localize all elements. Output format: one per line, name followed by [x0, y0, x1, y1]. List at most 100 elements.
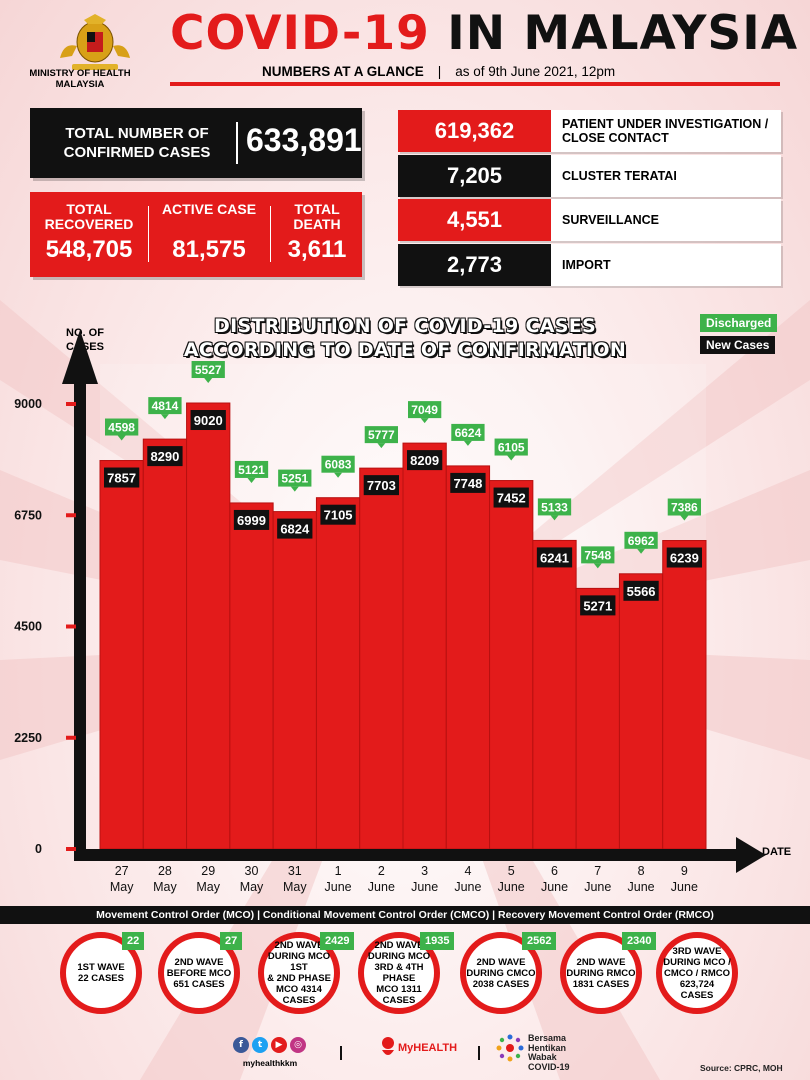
wave-circle: 1ST WAVE 22 CASES [60, 932, 142, 1014]
total-cases-value: 633,891 [246, 122, 362, 158]
category-label: CLUSTER TERATAI [562, 169, 677, 183]
category-row-surveillance: 4,551 SURVEILLANCE [398, 199, 781, 241]
discharged-callout-bg [278, 469, 312, 487]
bar-label-new-cases: 8290 [150, 449, 179, 464]
y-axis [74, 376, 86, 859]
chart-title: DISTRIBUTION OF COVID-19 CASES ACCORDING… [183, 315, 627, 361]
category-row-teratai: 7,205 CLUSTER TERATAI [398, 155, 781, 197]
wave-line: 2ND WAVE [274, 940, 324, 951]
stat-death-value: 3,611 [287, 236, 347, 263]
stat-recovered-value: 548,705 [45, 236, 133, 263]
y-tick-mark [66, 735, 76, 740]
bar-label-new-cases: 7857 [107, 471, 136, 486]
total-cases-divider [236, 122, 238, 164]
bar-label-new-cases: 7748 [453, 476, 482, 491]
bar-new-cases [186, 402, 231, 850]
y-tick-label: 2250 [14, 731, 42, 745]
y-tick-mark [66, 847, 76, 851]
category-label: PATIENT UNDER INVESTIGATION / CLOSE CONT… [562, 117, 769, 145]
category-row-import: 2,773 IMPORT [398, 244, 781, 286]
myhealth-logo-icon [382, 1037, 394, 1055]
x-tick-label-month: May [196, 880, 220, 894]
x-tick-label-day: 5 [508, 864, 515, 878]
stat-active: ACTIVE CASE 81,575 [154, 202, 264, 264]
discharged-callout-pointer [507, 455, 516, 461]
wave-circle: 2ND WAVE DURING CMCO 2038 CASES [460, 932, 542, 1014]
x-tick-label-month: June [671, 880, 698, 894]
bar-label-new-cases: 6239 [670, 551, 699, 566]
wave-badge: 2562 [522, 932, 557, 950]
bersama-line: Bersama [528, 1033, 567, 1043]
x-tick-label-month: June [325, 880, 352, 894]
y-tick-label: 0 [35, 842, 42, 856]
wave-text: 2ND WAVE DURING RMCO 1831 CASES [566, 957, 635, 990]
bar-label-bg [320, 504, 356, 525]
bar-label-bg [407, 450, 443, 471]
wave-line: 623,724 [679, 978, 715, 990]
discharged-label: 6105 [498, 441, 525, 455]
y-tick-mark [66, 513, 76, 518]
x-tick-label-month: June [584, 880, 611, 894]
wave-text: 2ND WAVE DURING MCO 1ST & 2ND PHASE MCO 431… [264, 940, 334, 1006]
discharged-callout-pointer [377, 443, 386, 449]
discharged-callout-pointer [117, 435, 126, 441]
discharged-callout-bg [234, 460, 269, 478]
ministry-crest-icon [60, 14, 130, 70]
discharged-label: 4598 [108, 421, 135, 435]
discharged-callout-bg [624, 531, 658, 549]
y-tick-label: 4500 [14, 620, 42, 634]
wave-line: 2ND WAVE [576, 956, 626, 968]
x-tick-label-day: 7 [594, 864, 601, 878]
discharged-callout-bg [148, 397, 182, 415]
wave-line: 2ND WAVE [174, 956, 224, 968]
stat-active-value: 81,575 [172, 236, 246, 263]
wave-badge: 22 [122, 932, 145, 950]
bar-new-cases [445, 465, 491, 850]
instagram-icon[interactable]: ◎ [290, 1037, 306, 1053]
wave-line: 2038 CASES [472, 978, 530, 990]
bar-label-bg [623, 580, 659, 601]
discharged-callout-pointer [334, 472, 343, 478]
bersama-line: Wabak [528, 1052, 557, 1062]
wave-line: 651 CASES [173, 978, 225, 990]
x-axis-title: DATE [762, 846, 792, 858]
wave-line: DURING MCO / [663, 956, 731, 968]
discharged-callout-pointer [420, 418, 429, 424]
wave-text: 2ND WAVE BEFORE MCO 651 CASES [167, 957, 231, 990]
bar-label-new-cases: 5271 [583, 598, 612, 613]
facebook-icon[interactable]: f [233, 1037, 249, 1053]
wave-line: CASES [382, 995, 416, 1006]
youtube-icon[interactable]: ▶ [271, 1037, 287, 1053]
ministry-label: MINISTRY OF HEALTH MALAYSIA [29, 68, 131, 90]
wave-line: & 2ND PHASE [267, 973, 331, 984]
wave-line: DURING MCO 1ST [267, 951, 331, 973]
wave-line: CMCO / RMCO [664, 967, 730, 979]
wave-badge: 2340 [622, 932, 657, 950]
x-tick-label-month: May [240, 880, 264, 894]
wave-line: 22 CASES [78, 973, 124, 984]
twitter-icon[interactable]: t [252, 1037, 268, 1053]
myhealth-logo: MyHEALTH [398, 1042, 458, 1054]
total-cases-label: TOTAL NUMBER OF CONFIRMED CASES [63, 125, 211, 161]
wave-text: 3RD WAVE DURING MCO / CMCO / RMCO 623,724 CA… [663, 946, 731, 1001]
wave-circle: 3RD WAVE DURING MCO / CMCO / RMCO 623,724 CA… [656, 932, 738, 1014]
stat-death-label: TOTAL DEATH [293, 201, 341, 232]
discharged-label: 7386 [671, 501, 698, 515]
wave-line: 3RD & 4TH PHASE [374, 962, 424, 984]
bar-label-new-cases: 9020 [194, 413, 223, 428]
bar-label-bg [450, 472, 486, 493]
social-handle[interactable]: myhealthkkm [242, 1058, 298, 1068]
bersama-line: Hentikan [528, 1042, 567, 1053]
x-tick-label-day: 27 [115, 864, 129, 878]
discharged-callout-bg [364, 426, 398, 444]
stat-recovered: TOTAL RECOVERED 548,705 [34, 202, 144, 264]
title-covid: COVID-19 [170, 6, 430, 61]
bar-label-bg [363, 475, 399, 496]
wave-line: MCO 4314 [276, 984, 322, 995]
wave-line: DURING MCO [367, 951, 431, 962]
discharged-label: 5251 [281, 472, 308, 486]
category-row-pui: 619,362 PATIENT UNDER INVESTIGATION / CL… [398, 110, 781, 152]
legend-new-cases: New Cases [700, 336, 776, 354]
category-value: 2,773 [398, 244, 551, 286]
bar-label-bg [233, 509, 270, 530]
